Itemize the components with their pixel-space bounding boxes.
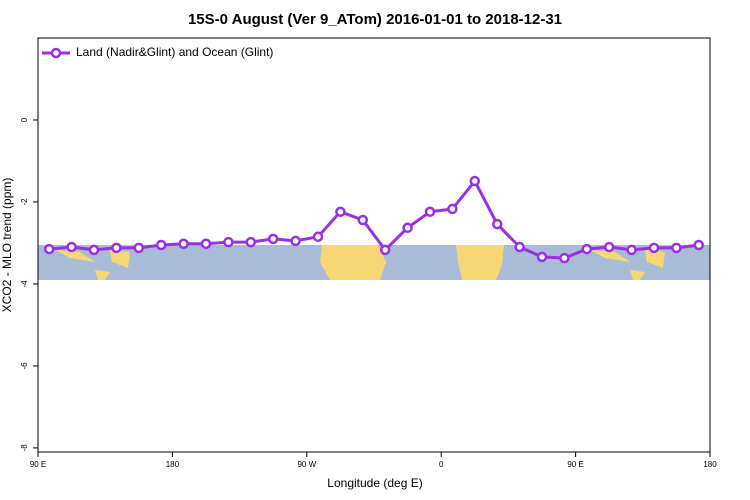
land (456, 245, 504, 280)
y-tick-label: -4 (20, 280, 29, 288)
x-tick-label: 90 E (567, 460, 583, 469)
x-tick-label: 180 (703, 460, 717, 469)
data-point (469, 175, 481, 187)
data-point (290, 235, 301, 247)
data-point (223, 236, 234, 248)
data-point (671, 242, 682, 254)
plot-frame (37, 37, 711, 453)
y-tick-label: 0 (20, 117, 29, 122)
data-point (559, 252, 570, 264)
data-point (402, 222, 413, 234)
data-point (693, 239, 705, 251)
data-point (581, 243, 593, 255)
data-point (648, 242, 660, 254)
data-point (200, 238, 212, 250)
land (55, 250, 130, 280)
data-point (133, 242, 145, 254)
x-tick-label: 0 (439, 460, 444, 469)
data-point (245, 236, 257, 248)
legend-label: Land (Nadir&Glint) and Ocean (Glint) (76, 45, 273, 59)
x-tick-label: 90 E (30, 460, 46, 469)
data-point (603, 241, 615, 253)
data-point (267, 233, 279, 245)
data-point (178, 238, 189, 250)
data-point (626, 244, 637, 256)
data-point (447, 203, 458, 215)
x-tick-label: 180 (166, 460, 180, 469)
y-tick-label: -6 (20, 362, 29, 370)
data-point (111, 242, 122, 254)
data-point (379, 244, 391, 256)
x-axis-label: Longitude (deg E) (327, 476, 422, 490)
map-band (38, 245, 710, 280)
data-point (155, 239, 167, 251)
y-axis-label: XCO2 - MLO trend (ppm) (0, 178, 14, 313)
data-point (66, 241, 77, 253)
data-point (312, 231, 324, 243)
legend-marker (50, 47, 62, 59)
data-point (357, 214, 369, 226)
y-tick-label: -2 (20, 198, 29, 206)
y-tick-label: -8 (20, 444, 29, 452)
land (320, 245, 386, 280)
data-point (88, 244, 100, 256)
data-point (424, 206, 436, 218)
data-point (43, 243, 55, 255)
data-point (491, 218, 503, 230)
data-point (536, 251, 548, 263)
data-point (514, 241, 525, 253)
data-point (335, 206, 346, 218)
chart-title: 15S-0 August (Ver 9_ATom) 2016-01-01 to … (188, 11, 562, 28)
x-tick-label: 90 W (297, 460, 316, 469)
land (590, 250, 665, 280)
